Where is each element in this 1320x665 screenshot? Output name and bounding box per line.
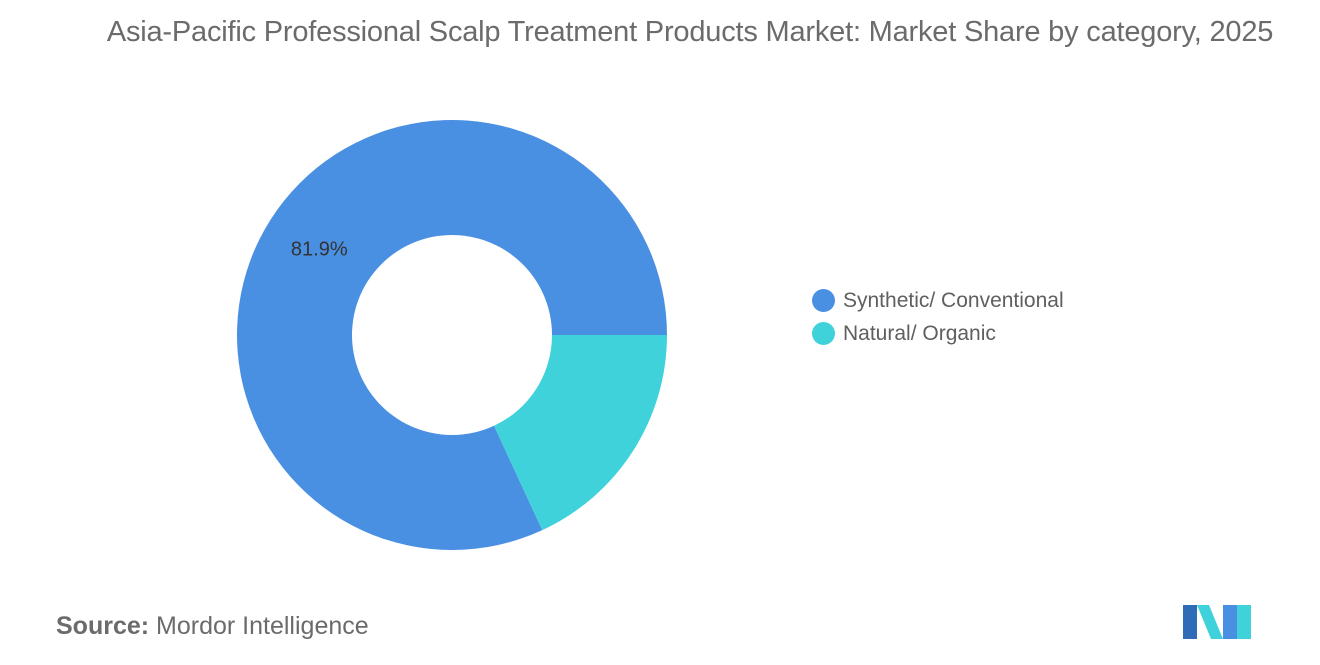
- donut-chart: 81.9%: [236, 119, 667, 550]
- legend-label-natural-organic: Natural/ Organic: [843, 321, 996, 345]
- donut-slices: [236, 119, 667, 550]
- data-label-synthetic-conventional: 81.9%: [291, 238, 348, 260]
- legend-label-synthetic-conventional: Synthetic/ Conventional: [843, 288, 1064, 312]
- source-value: Mordor Intelligence: [156, 612, 369, 640]
- source-note: Source: Mordor Intelligence: [56, 612, 369, 641]
- source-label: Source:: [56, 612, 150, 640]
- legend-item-natural-organic[interactable]: Natural/ Organic: [812, 317, 1064, 350]
- legend-marker-natural-organic: [812, 322, 835, 345]
- donut-slice-synthetic-conventional[interactable]: [236, 119, 667, 550]
- legend-item-synthetic-conventional[interactable]: Synthetic/ Conventional: [812, 284, 1064, 317]
- chart-title: Asia-Pacific Professional Scalp Treatmen…: [106, 16, 1274, 48]
- mordor-intelligence-logo-icon: [1183, 605, 1251, 639]
- chart-legend: Synthetic/ Conventional Natural/ Organic: [812, 284, 1064, 350]
- legend-marker-synthetic-conventional: [812, 289, 835, 312]
- donut-data-labels: 81.9%: [291, 238, 348, 260]
- donut-slice-natural-organic[interactable]: [494, 335, 667, 531]
